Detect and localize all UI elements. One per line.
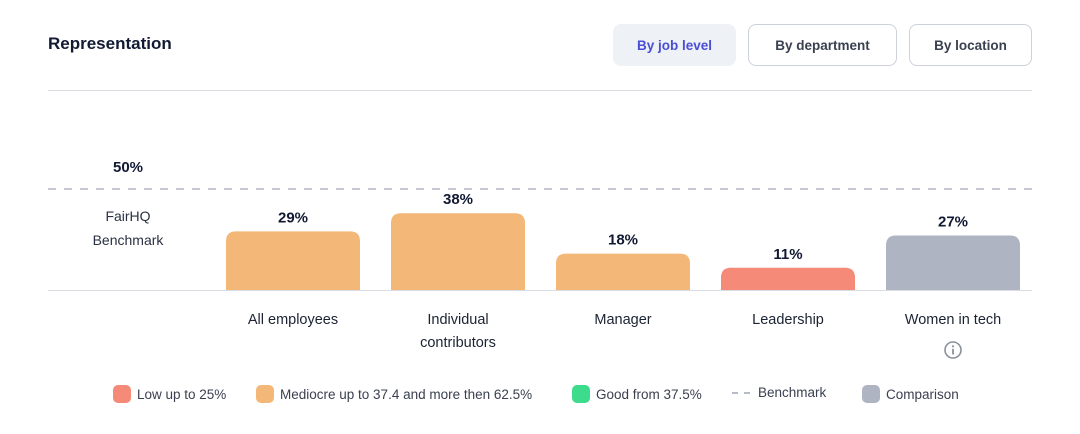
bar-value-label: 29%	[278, 209, 308, 226]
legend-item-mediocre: Mediocre up to 37.4 and more then 62.5%	[256, 385, 532, 403]
benchmark-label: FairHQ Benchmark	[70, 204, 186, 252]
category-label-line: Individual	[427, 312, 489, 328]
legend-label: Good from 37.5%	[596, 386, 702, 402]
legend-label: Comparison	[886, 386, 959, 402]
legend-label: Low up to 25%	[137, 386, 227, 402]
bar-manager[interactable]	[556, 253, 690, 290]
bar-value-label: 38%	[443, 191, 473, 208]
info-icon[interactable]	[943, 340, 963, 360]
bar-value-label: 18%	[608, 232, 638, 249]
legend-swatch-low	[113, 385, 131, 403]
legend-swatch-benchmark	[732, 391, 750, 394]
legend-item-benchmark: Benchmark	[732, 385, 826, 400]
category-label-individual-contributors: Individual contributors	[388, 309, 528, 355]
category-label-line: Manager	[594, 312, 652, 328]
category-label-line: Women in tech	[904, 312, 1002, 328]
legend-swatch-comparison	[862, 385, 880, 403]
category-label-all-employees: All employees	[223, 309, 363, 332]
legend-label: Benchmark	[758, 385, 827, 400]
page-title: Representation	[48, 34, 172, 53]
category-label-line: Leadership	[752, 312, 824, 328]
legend-item-good: Good from 37.5%	[572, 385, 702, 403]
legend-item-low: Low up to 25%	[113, 385, 226, 403]
category-label-women-in-tech: Women in tech	[883, 309, 1023, 332]
legend-swatch-good	[572, 385, 590, 403]
tab-by-job-level[interactable]: By job level	[613, 24, 736, 66]
bar-value-label: 11%	[773, 246, 802, 263]
benchmark-value: 50%	[112, 159, 144, 176]
category-label-manager: Manager	[553, 309, 693, 332]
category-label-line: contributors	[420, 335, 496, 351]
legend-item-comparison: Comparison	[862, 385, 959, 403]
bar-individual-contributors[interactable]	[391, 213, 525, 290]
bar-all-employees[interactable]	[226, 231, 360, 290]
bar-leadership[interactable]	[721, 267, 855, 290]
benchmark-label-line2: Benchmark	[92, 232, 164, 248]
tab-by-location[interactable]: By location	[909, 24, 1032, 66]
legend-label: Mediocre up to 37.4 and more then 62.5%	[280, 386, 533, 402]
legend-swatch-mediocre	[256, 385, 274, 403]
category-label-line: All employees	[247, 312, 339, 328]
bar-women-in-tech[interactable]	[886, 235, 1020, 290]
header-divider	[48, 90, 1032, 91]
tab-by-department[interactable]: By department	[748, 24, 897, 66]
category-label-leadership: Leadership	[718, 309, 858, 332]
benchmark-label-line1: FairHQ	[105, 208, 151, 224]
bar-value-label: 27%	[938, 213, 968, 230]
